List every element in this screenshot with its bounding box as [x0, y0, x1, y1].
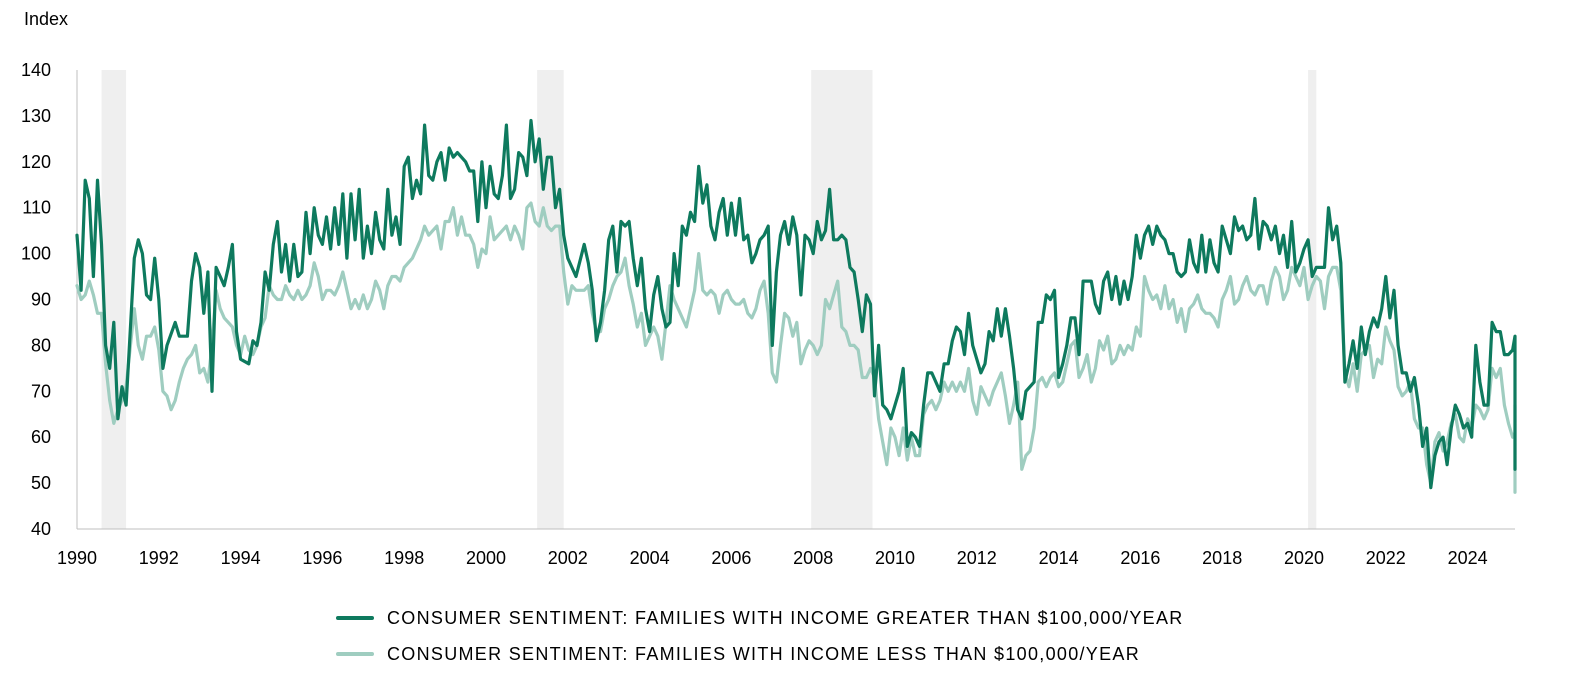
series-line-high-income	[75, 118, 1517, 490]
y-tick-label: 140	[21, 60, 51, 80]
legend-swatch-low-income	[336, 652, 374, 656]
y-tick-label: 80	[31, 335, 51, 355]
y-tick-label: 130	[21, 106, 51, 126]
recession-shading	[101, 70, 1317, 529]
y-tick-label: 60	[31, 427, 51, 447]
y-tick-label: 110	[22, 198, 51, 218]
y-tick-label: 100	[21, 244, 51, 264]
y-tick-label: 120	[21, 152, 51, 172]
x-tick-label: 2018	[1202, 548, 1242, 568]
x-tick-label: 1998	[384, 548, 424, 568]
x-tick-label: 1990	[57, 548, 97, 568]
legend-item-low-income: CONSUMER SENTIMENT: FAMILIES WITH INCOME…	[336, 636, 1184, 672]
x-tick-label: 2000	[466, 548, 506, 568]
y-tick-labels: 40 50 60 70 80 90 100 110 120 130 140	[21, 60, 51, 539]
x-tick-label: 1996	[302, 548, 342, 568]
x-tick-label: 2024	[1448, 548, 1488, 568]
x-tick-label: 2010	[875, 548, 915, 568]
x-tick-label: 2020	[1284, 548, 1324, 568]
recession-band-2	[811, 70, 873, 529]
x-tick-label: 2022	[1366, 548, 1406, 568]
y-tick-label: 90	[31, 290, 51, 310]
x-tick-label: 2004	[630, 548, 670, 568]
legend-label-high-income: CONSUMER SENTIMENT: FAMILIES WITH INCOME…	[387, 607, 1184, 628]
y-tick-label: 40	[31, 519, 51, 539]
x-tick-label: 2012	[957, 548, 997, 568]
x-tick-label: 1994	[221, 548, 261, 568]
recession-band-1	[537, 70, 564, 529]
legend-item-high-income: CONSUMER SENTIMENT: FAMILIES WITH INCOME…	[336, 600, 1184, 636]
legend-swatch-high-income	[336, 616, 374, 620]
y-tick-label: 50	[31, 473, 51, 493]
recession-band-3	[1308, 70, 1317, 529]
recession-band-0	[101, 70, 127, 529]
x-tick-label: 2008	[793, 548, 833, 568]
y-axis-label: Index	[24, 9, 68, 29]
x-tick-label: 1992	[139, 548, 179, 568]
x-tick-labels: 1990 1992 1994 1996 1998 2000 2002 2004 2006 2008…	[57, 548, 1488, 568]
series-line-low-income	[75, 201, 1517, 494]
x-tick-label: 2014	[1039, 548, 1079, 568]
x-tick-label: 2002	[548, 548, 588, 568]
x-tick-label: 2006	[711, 548, 751, 568]
y-tick-label: 70	[31, 381, 51, 401]
series-lines	[75, 118, 1517, 494]
x-tick-label: 2016	[1120, 548, 1160, 568]
legend: CONSUMER SENTIMENT: FAMILIES WITH INCOME…	[336, 600, 1184, 672]
legend-label-low-income: CONSUMER SENTIMENT: FAMILIES WITH INCOME…	[387, 643, 1141, 664]
